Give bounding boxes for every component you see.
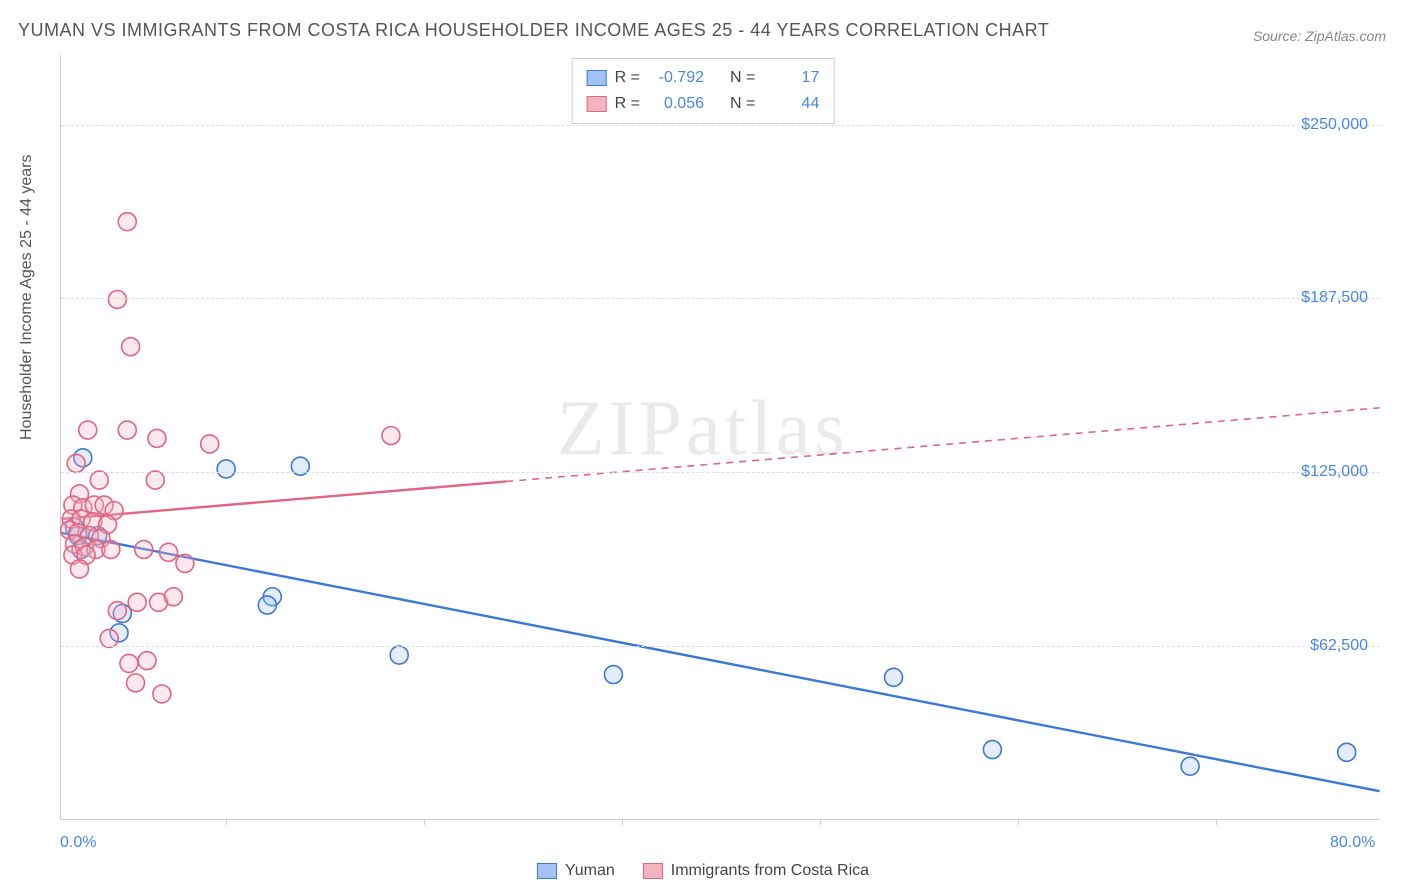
scatter-point [108,602,126,620]
scatter-point [159,543,177,561]
scatter-point [122,338,140,356]
gridline [61,646,1380,647]
x-tick-mark [622,819,623,825]
gridline [61,472,1380,473]
legend-swatch [587,70,607,86]
scatter-point [135,541,153,559]
scatter-point [120,654,138,672]
x-tick-mark [424,819,425,825]
scatter-point [118,421,136,439]
scatter-point [604,666,622,684]
x-tick-label: 80.0% [1330,834,1375,852]
scatter-point [90,471,108,489]
scatter-point [153,685,171,703]
legend-n-label: N = [730,65,755,91]
scatter-point [1338,743,1356,761]
scatter-point [118,213,136,231]
scatter-point [138,652,156,670]
scatter-point [201,435,219,453]
gridline [61,125,1380,126]
legend-row: R = -0.792 N = 17 [587,65,820,91]
scatter-point [885,668,903,686]
x-tick-mark [820,819,821,825]
legend-series-item: Yuman [537,862,615,880]
legend-series-label: Yuman [565,862,615,880]
legend-swatch [537,863,557,879]
chart-title: YUMAN VS IMMIGRANTS FROM COSTA RICA HOUS… [18,20,1049,41]
scatter-point [71,560,89,578]
scatter-plot-svg [61,55,1380,819]
chart-plot-area: $62,500 $125,000 $187,500 $250,000 [60,55,1380,820]
scatter-point [108,290,126,308]
gridline [61,298,1380,299]
scatter-point [258,596,276,614]
x-tick-mark [1018,819,1019,825]
scatter-point [79,421,97,439]
scatter-point [127,674,145,692]
legend-r-label: R = [615,91,640,117]
legend-n-value: 17 [763,65,819,91]
y-tick-label: $250,000 [1301,116,1368,134]
scatter-point [176,554,194,572]
series-legend: Yuman Immigrants from Costa Rica [537,862,869,880]
scatter-point [146,471,164,489]
legend-series-label: Immigrants from Costa Rica [671,862,869,880]
legend-row: R = 0.056 N = 44 [587,91,820,117]
x-tick-mark [1216,819,1217,825]
scatter-point [217,460,235,478]
y-tick-label: $187,500 [1301,289,1368,307]
source-attribution: Source: ZipAtlas.com [1253,28,1386,44]
legend-n-label: N = [730,91,755,117]
scatter-point [102,541,120,559]
scatter-point [983,741,1001,759]
legend-r-value: 0.056 [648,91,704,117]
scatter-point [128,593,146,611]
y-tick-label: $62,500 [1310,637,1368,655]
legend-n-value: 44 [763,91,819,117]
y-axis-label: Householder Income Ages 25 - 44 years [18,155,36,441]
scatter-point [67,454,85,472]
correlation-legend: R = -0.792 N = 17 R = 0.056 N = 44 [572,58,835,124]
x-tick-mark [226,819,227,825]
scatter-point [1181,757,1199,775]
scatter-point [390,646,408,664]
y-tick-label: $125,000 [1301,463,1368,481]
scatter-point [382,427,400,445]
scatter-point [100,629,118,647]
legend-r-label: R = [615,65,640,91]
legend-r-value: -0.792 [648,65,704,91]
scatter-point [164,588,182,606]
legend-series-item: Immigrants from Costa Rica [643,862,869,880]
x-tick-label: 0.0% [60,834,96,852]
legend-swatch [587,96,607,112]
scatter-point [148,429,166,447]
legend-swatch [643,863,663,879]
